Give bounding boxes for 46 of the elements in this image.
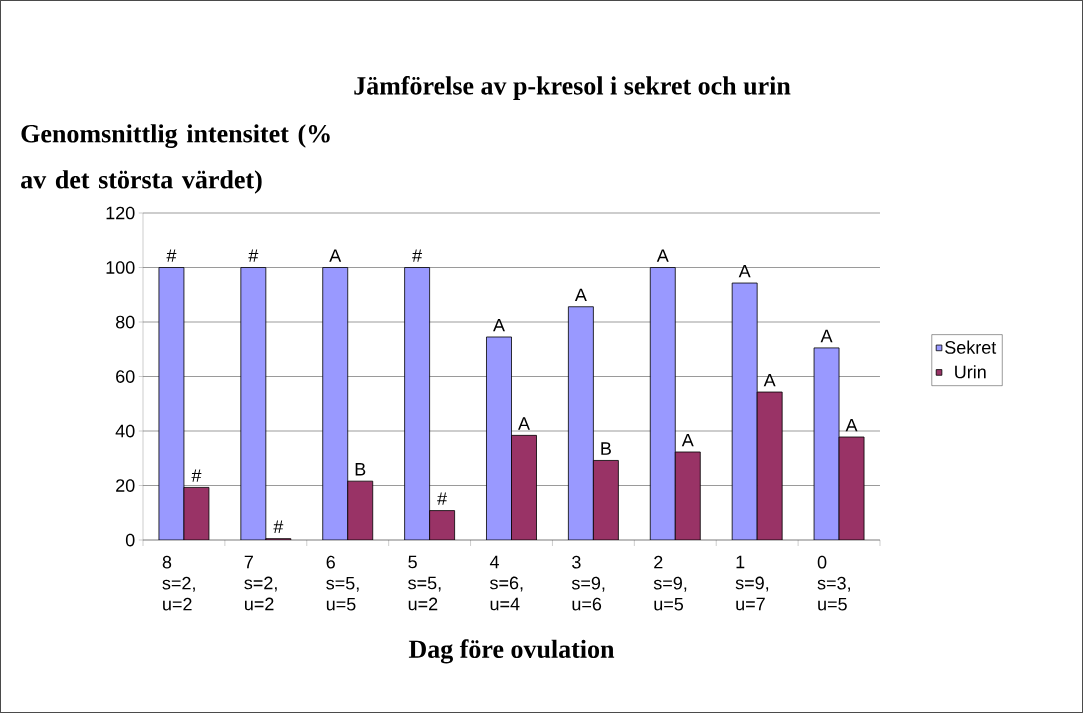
y-tick-label: 120: [106, 206, 135, 220]
x-tick-label: 8 s=2, u=2: [162, 555, 195, 611]
bar: [429, 510, 456, 541]
data-label: A: [493, 318, 505, 332]
y-tick-label: 80: [115, 315, 135, 329]
data-label: B: [601, 442, 611, 455]
data-label: A: [763, 373, 776, 387]
x-tick-label: 2 s=9, u=5: [653, 555, 687, 611]
data-label: A: [329, 249, 342, 262]
data-label: #: [437, 492, 448, 505]
x-tick-label: 4 s=6, u=4: [489, 555, 523, 611]
data-label: A: [681, 433, 694, 447]
y-tick-label: 20: [116, 479, 135, 492]
bar: [592, 460, 619, 541]
data-label: A: [518, 417, 530, 430]
x-tick-label: 7 s=2, u=2: [244, 555, 277, 611]
bar: [511, 434, 537, 541]
x-tick-label: 0 s=3, u=5: [817, 555, 850, 611]
data-label: #: [191, 469, 202, 482]
data-label: B: [355, 463, 366, 476]
chart-title: Jämförelse av p-kresol i sekret och urin: [354, 76, 791, 100]
legend-label: Urin: [955, 365, 986, 379]
data-label: #: [166, 249, 177, 262]
x-axis-title: Dag före ovulation: [408, 639, 615, 664]
x-tick-label: 5 s=5, u=2: [408, 555, 441, 611]
y-tick-label: 40: [115, 424, 135, 438]
y-tick-label: 100: [106, 261, 135, 274]
data-label: #: [248, 249, 259, 262]
data-label: #: [412, 249, 423, 262]
x-tick-label: 6 s=5, u=5: [326, 555, 359, 611]
data-label: #: [273, 520, 284, 533]
x-tick-label: 1 s=9, u=7: [735, 555, 769, 611]
bar: [756, 391, 783, 541]
bar: [347, 480, 374, 541]
data-label: A: [738, 264, 751, 278]
y-axis-title: Genomsnittlig intensitet (% av det största värdet): [21, 124, 330, 194]
data-label: A: [820, 329, 833, 343]
x-tick-label: 3 s=9, u=6: [571, 555, 605, 611]
data-label: A: [845, 418, 858, 432]
y-tick-label: 0: [125, 533, 135, 547]
data-label: A: [656, 249, 669, 262]
y-tick-label: 60: [116, 370, 135, 383]
data-label: A: [574, 288, 587, 302]
legend-label: Sekret: [945, 340, 997, 354]
bar: [674, 451, 701, 541]
bar: [838, 436, 865, 541]
